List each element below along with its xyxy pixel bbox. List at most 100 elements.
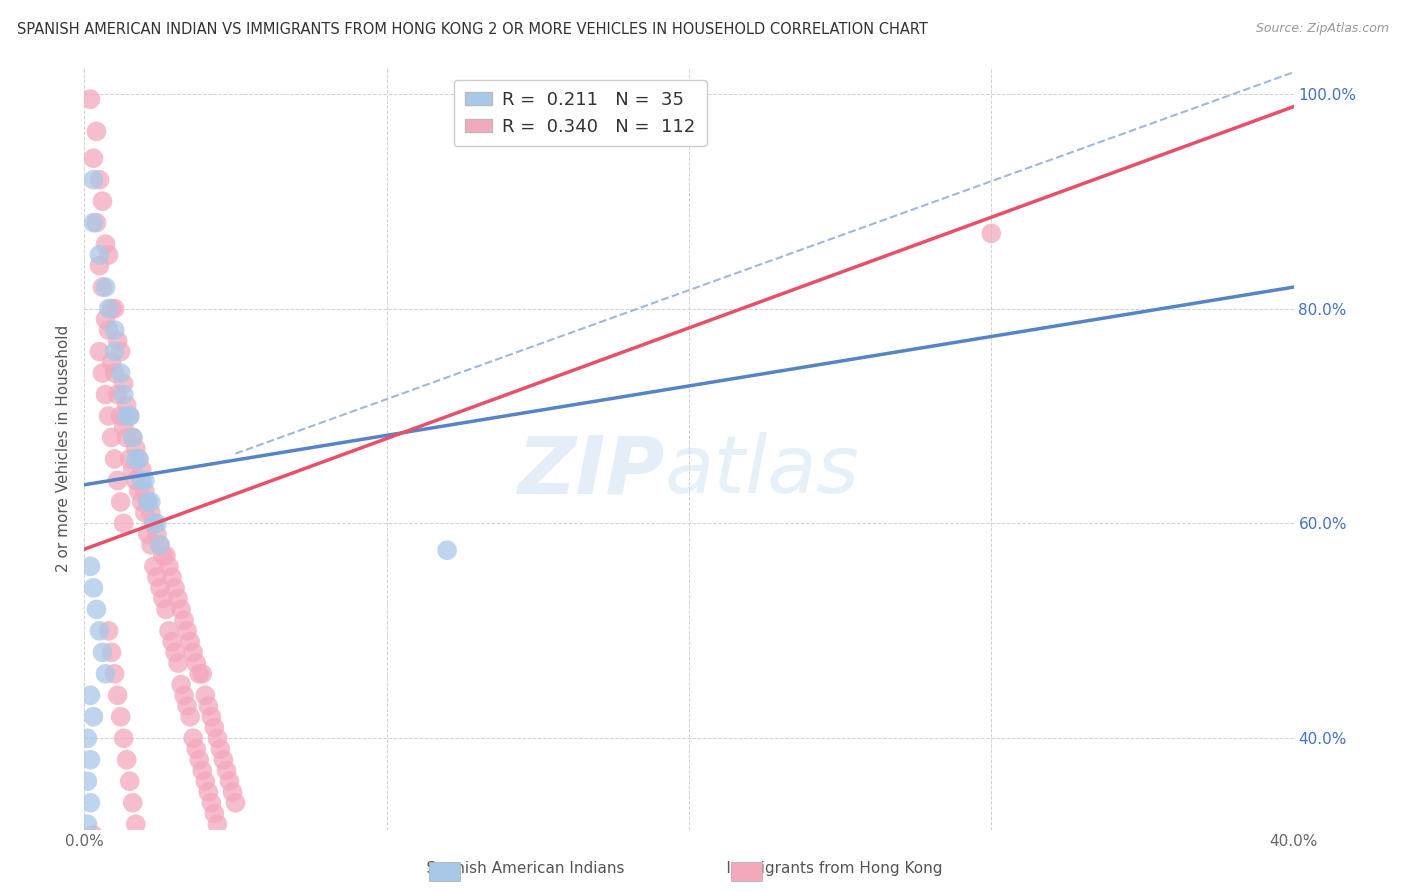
Point — [89, 624, 111, 638]
Point — [91, 194, 114, 209]
Point — [79, 92, 101, 106]
Point — [207, 731, 229, 746]
Point — [91, 280, 114, 294]
Point — [104, 366, 127, 380]
Point — [115, 753, 138, 767]
Point — [94, 666, 117, 681]
Point — [110, 366, 132, 380]
Text: Immigrants from Hong Kong: Immigrants from Hong Kong — [702, 861, 943, 876]
Point — [139, 538, 162, 552]
Point — [134, 484, 156, 499]
Point — [152, 549, 174, 563]
Point — [94, 280, 117, 294]
Point — [79, 753, 101, 767]
Point — [160, 634, 183, 648]
Point — [118, 774, 141, 789]
Point — [118, 452, 141, 467]
Point — [86, 124, 108, 138]
Point — [980, 227, 1002, 241]
Point — [118, 409, 141, 423]
Point — [86, 602, 108, 616]
Point — [125, 474, 148, 488]
Point — [149, 538, 172, 552]
Point — [112, 376, 135, 391]
Point — [146, 516, 169, 531]
Point — [97, 301, 120, 316]
Point — [89, 344, 111, 359]
Point — [115, 398, 138, 412]
Point — [94, 312, 117, 326]
Point — [128, 484, 150, 499]
Point — [100, 301, 122, 316]
Point — [107, 688, 129, 702]
Point — [82, 828, 104, 842]
Point — [197, 785, 219, 799]
Point — [115, 409, 138, 423]
Point — [100, 645, 122, 659]
Point — [121, 796, 143, 810]
Point — [86, 838, 108, 853]
Point — [91, 645, 114, 659]
Point — [136, 527, 159, 541]
Point — [188, 666, 211, 681]
Point — [186, 742, 208, 756]
Point — [104, 666, 127, 681]
Point — [176, 624, 198, 638]
Point — [136, 495, 159, 509]
Point — [115, 430, 138, 444]
Point — [104, 301, 127, 316]
Point — [76, 817, 98, 831]
Point — [97, 624, 120, 638]
Point — [112, 387, 135, 401]
Point — [146, 570, 169, 584]
Point — [221, 785, 243, 799]
Point — [97, 409, 120, 423]
Point — [112, 731, 135, 746]
Point — [131, 474, 153, 488]
Point — [436, 543, 458, 558]
Point — [86, 216, 108, 230]
Point — [112, 516, 135, 531]
Point — [79, 688, 101, 702]
Text: Spanish American Indians: Spanish American Indians — [402, 861, 624, 876]
Point — [200, 796, 222, 810]
Point — [94, 387, 117, 401]
Point — [134, 506, 156, 520]
Point — [76, 731, 98, 746]
Legend: R =  0.211   N =  35, R =  0.340   N =  112: R = 0.211 N = 35, R = 0.340 N = 112 — [454, 79, 707, 146]
Point — [134, 474, 156, 488]
Point — [104, 452, 127, 467]
Point — [181, 645, 204, 659]
Point — [89, 172, 111, 186]
Point — [128, 452, 150, 467]
Point — [218, 774, 240, 789]
Point — [142, 516, 165, 531]
Point — [100, 430, 122, 444]
Text: SPANISH AMERICAN INDIAN VS IMMIGRANTS FROM HONG KONG 2 OR MORE VEHICLES IN HOUSE: SPANISH AMERICAN INDIAN VS IMMIGRANTS FR… — [17, 22, 928, 37]
Text: Source: ZipAtlas.com: Source: ZipAtlas.com — [1256, 22, 1389, 36]
Point — [128, 838, 150, 853]
Point — [128, 452, 150, 467]
Point — [125, 817, 148, 831]
Point — [125, 441, 148, 455]
Point — [176, 699, 198, 714]
Point — [181, 731, 204, 746]
Point — [155, 549, 177, 563]
Point — [110, 409, 132, 423]
Point — [160, 570, 183, 584]
Point — [107, 387, 129, 401]
Point — [79, 796, 101, 810]
Point — [197, 699, 219, 714]
Point — [179, 634, 201, 648]
Point — [107, 334, 129, 348]
Point — [149, 538, 172, 552]
Point — [200, 710, 222, 724]
Point — [136, 495, 159, 509]
Point — [118, 409, 141, 423]
Point — [191, 764, 214, 778]
Point — [173, 688, 195, 702]
Point — [146, 527, 169, 541]
Point — [167, 591, 190, 606]
Point — [170, 677, 193, 691]
Point — [165, 645, 187, 659]
